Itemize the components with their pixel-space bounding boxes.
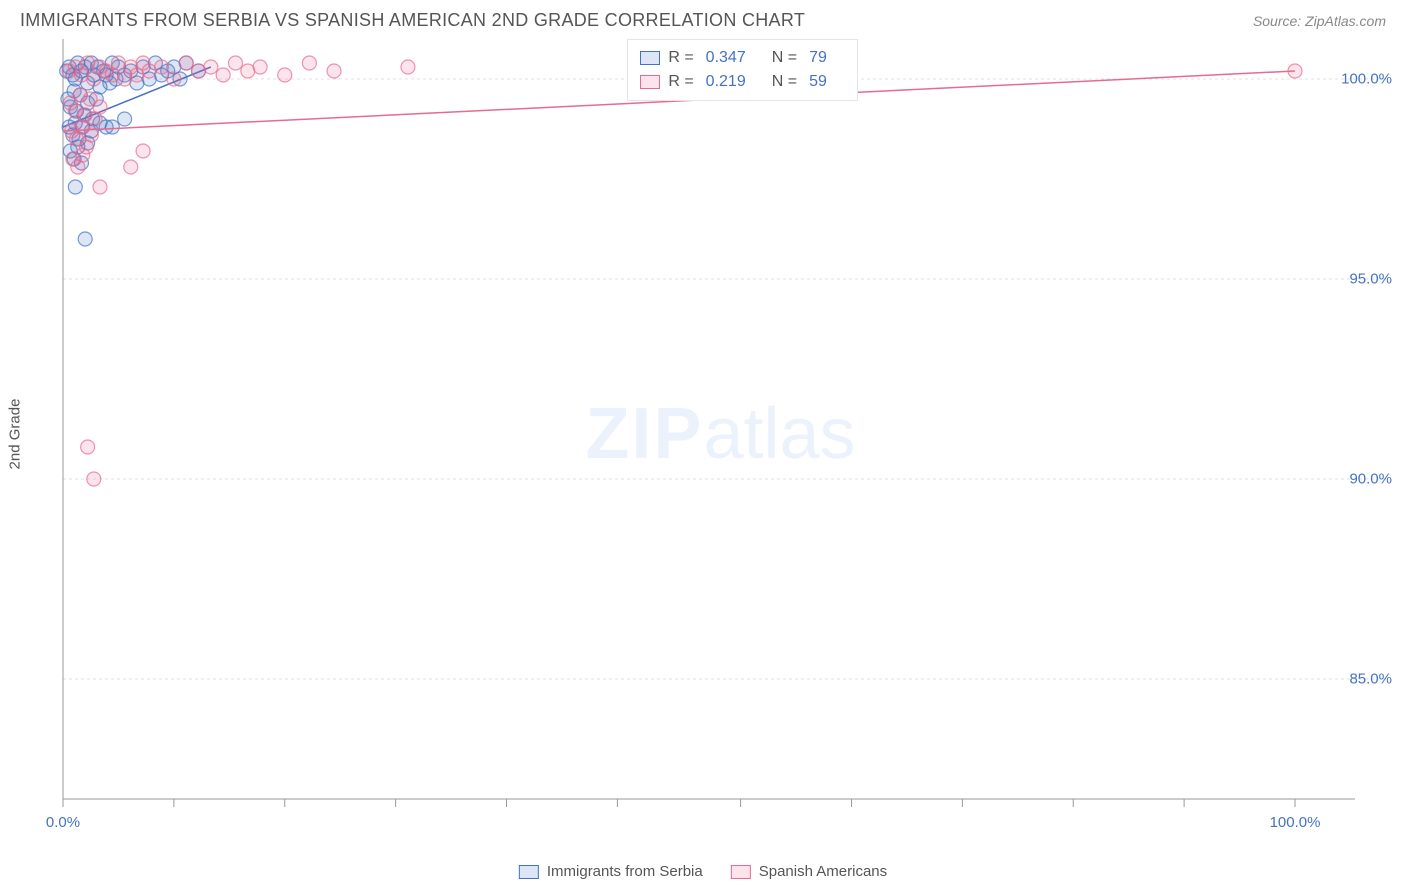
data-point [93, 180, 107, 194]
y-tick-label: 95.0% [1302, 271, 1392, 288]
data-point [68, 180, 82, 194]
y-tick-label: 90.0% [1302, 471, 1392, 488]
legend-swatch [640, 51, 660, 65]
series-legend: Immigrants from Serbia Spanish Americans [519, 863, 887, 880]
y-axis-label: 2nd Grade [7, 399, 24, 470]
stat-n-value: 79 [809, 49, 827, 67]
data-point [228, 56, 242, 70]
data-point [167, 72, 181, 86]
legend-label: Spanish Americans [759, 863, 887, 880]
stat-n-label: N = [772, 49, 797, 67]
x-tick-label: 0.0% [46, 814, 80, 831]
stat-r-value: 0.219 [706, 73, 746, 91]
data-point [179, 56, 193, 70]
data-point [78, 232, 92, 246]
x-tick-label: 100.0% [1270, 814, 1321, 831]
data-point [136, 144, 150, 158]
data-point [155, 60, 169, 74]
data-point [216, 68, 230, 82]
legend-swatch [640, 75, 660, 89]
stat-r-value: 0.347 [706, 49, 746, 67]
stat-n-label: N = [772, 73, 797, 91]
scatter-plot [55, 39, 1386, 829]
data-point [253, 60, 267, 74]
data-point [93, 100, 107, 114]
legend-item: Spanish Americans [731, 863, 887, 880]
data-point [81, 440, 95, 454]
stat-r-label: R = [668, 49, 693, 67]
legend-swatch [519, 865, 539, 879]
legend-label: Immigrants from Serbia [547, 863, 703, 880]
data-point [76, 148, 90, 162]
data-point [327, 64, 341, 78]
stat-n-value: 59 [809, 73, 827, 91]
data-point [204, 60, 218, 74]
data-point [105, 120, 119, 134]
chart-area: 2nd Grade ZIPatlas R =0.347N =79R =0.219… [55, 39, 1386, 829]
data-point [118, 112, 132, 126]
stats-row: R = 0.347 N = 79 [640, 46, 845, 70]
stats-row: R = 0.219 N = 59 [640, 70, 845, 94]
data-point [302, 56, 316, 70]
data-point [401, 60, 415, 74]
data-point [124, 160, 138, 174]
data-point [87, 472, 101, 486]
stats-legend: R = 0.347 N = 79 R = 0.219 N = 59 [627, 39, 858, 101]
chart-title: IMMIGRANTS FROM SERBIA VS SPANISH AMERIC… [20, 10, 805, 31]
source-label: Source: ZipAtlas.com [1253, 13, 1386, 29]
data-point [278, 68, 292, 82]
legend-swatch [731, 865, 751, 879]
y-tick-label: 85.0% [1302, 671, 1392, 688]
y-tick-label: 100.0% [1302, 71, 1392, 88]
stat-r-label: R = [668, 73, 693, 91]
legend-item: Immigrants from Serbia [519, 863, 703, 880]
